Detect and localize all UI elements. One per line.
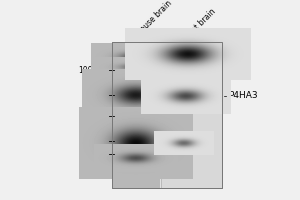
Text: 70kDa: 70kDa xyxy=(83,91,108,100)
Bar xyxy=(112,42,222,188)
Text: Mouse brain: Mouse brain xyxy=(134,0,173,38)
Bar xyxy=(112,42,222,188)
Text: 35kDa: 35kDa xyxy=(83,149,108,158)
Text: 40kDa: 40kDa xyxy=(83,137,108,146)
Bar xyxy=(112,42,160,188)
Text: Rat brain: Rat brain xyxy=(186,7,217,38)
Text: 55kDa: 55kDa xyxy=(83,112,108,121)
Text: P4HA3: P4HA3 xyxy=(228,92,258,100)
Text: 100kDa: 100kDa xyxy=(78,66,108,75)
Bar xyxy=(162,42,222,188)
